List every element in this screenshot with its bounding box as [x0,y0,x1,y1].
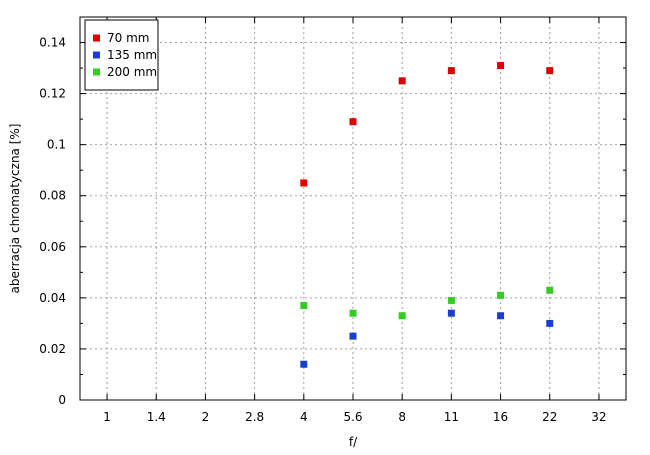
data-point [300,302,308,310]
x-tick-label: 4 [300,410,308,424]
y-tick-label: 0.04 [39,291,66,305]
data-point [349,332,357,340]
ticks-layer: 1 1.4 2 2.8 4 5.6 8 11 16 22 32 0 0.02 0.04 0.06 0.08 0.… [39,17,626,424]
x-tick-label: 2 [202,410,210,424]
y-tick-label: 0.08 [39,189,66,203]
data-point [349,118,357,126]
legend-marker [93,68,100,76]
y-tick-label: 0.14 [39,36,66,50]
legend: 70 mm 135 mm 200 mm [84,19,159,91]
y-tick-label: 0 [58,393,66,407]
x-tick-label: 16 [493,410,508,424]
x-tick-label: 8 [398,410,406,424]
data-point [300,360,308,368]
x-tick-label: 2.8 [245,410,264,424]
points-layer [300,62,554,368]
data-point [497,312,505,320]
legend-label: 135 mm [107,48,157,62]
y-tick-label: 0.06 [39,240,66,254]
legend-label: 200 mm [107,65,157,79]
data-point [349,309,357,317]
x-tick-label: 5.6 [343,410,362,424]
data-point [300,179,308,187]
x-tick-label: 1.4 [147,410,166,424]
data-point [447,67,455,75]
x-tick-label: 32 [591,410,606,424]
data-point [398,312,406,320]
x-axis-label: f/ [349,435,358,449]
y-tick-label: 0.1 [47,138,66,152]
data-point [447,296,455,304]
data-point [546,67,554,75]
y-tick-label: 0.12 [39,87,66,101]
data-point [447,309,455,317]
data-point [398,77,406,85]
legend-marker [93,51,100,59]
legend-label: 70 mm [107,31,149,45]
data-point [497,62,505,70]
x-tick-label: 1 [103,410,111,424]
data-point [497,291,505,299]
y-axis-label: aberracja chromatyczna [%] [8,124,22,294]
legend-marker [93,34,100,42]
data-point [546,286,554,294]
x-tick-label: 22 [542,410,557,424]
y-tick-label: 0.02 [39,342,66,356]
x-tick-label: 11 [444,410,459,424]
data-point [546,319,554,327]
grid-layer [80,17,626,400]
